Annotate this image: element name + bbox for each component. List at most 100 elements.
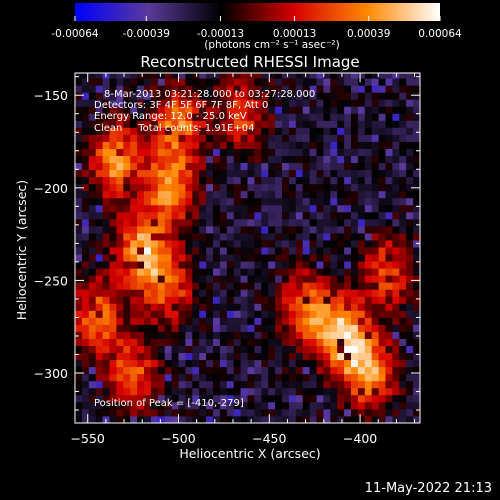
- heatmap-cell: [157, 401, 166, 410]
- heatmap-cell: [295, 296, 304, 304]
- heatmap-cell: [364, 401, 373, 410]
- heatmap-cell: [109, 261, 117, 269]
- heatmap-cell: [420, 163, 427, 170]
- heatmap-cell: [171, 296, 179, 304]
- heatmap-cell: [102, 141, 110, 149]
- heatmap-cell: [282, 148, 290, 156]
- heatmap-cell: [123, 190, 131, 199]
- heatmap-cell: [357, 162, 366, 171]
- heatmap-cell: [399, 183, 407, 192]
- heatmap-cell: [371, 408, 379, 417]
- heatmap-cell: [316, 268, 324, 276]
- heatmap-cell: [406, 85, 414, 93]
- heatmap-cell: [240, 268, 248, 276]
- heatmap-cell: [420, 120, 427, 127]
- heatmap-cell: [192, 324, 200, 332]
- heatmap-cell: [192, 310, 200, 318]
- heatmap-cell: [337, 268, 345, 276]
- heatmap-cell: [351, 247, 359, 255]
- heatmap-cell: [420, 71, 427, 78]
- heatmap-cell: [288, 261, 297, 269]
- heatmap-cell: [261, 303, 269, 311]
- heatmap-cell: [213, 204, 221, 213]
- heatmap-cell: [171, 345, 179, 354]
- heatmap-cell: [123, 366, 131, 375]
- heatmap-cell: [406, 296, 414, 304]
- heatmap-cell: [351, 176, 359, 185]
- heatmap-cell: [102, 106, 110, 114]
- heatmap-cell: [351, 78, 359, 86]
- heatmap-cell: [164, 233, 172, 241]
- heatmap-cell: [157, 387, 166, 396]
- heatmap-cell: [240, 296, 248, 304]
- heatmap-cell: [81, 408, 90, 417]
- heatmap-cell: [351, 225, 359, 234]
- heatmap-cell: [150, 415, 159, 423]
- heatmap-cell: [357, 408, 366, 417]
- heatmap-cell: [88, 373, 97, 382]
- heatmap-cell: [275, 190, 283, 199]
- heatmap-cell: [157, 120, 166, 128]
- heatmap-cell: [171, 275, 179, 283]
- heatmap-cell: [150, 218, 159, 227]
- heatmap-cell: [337, 106, 345, 114]
- heatmap-cell: [351, 352, 359, 361]
- heatmap-cell: [171, 134, 179, 142]
- heatmap-cell: [192, 415, 200, 423]
- heatmap-cell: [413, 366, 420, 375]
- heatmap-cell: [316, 408, 324, 417]
- heatmap-cell: [95, 289, 103, 297]
- heatmap-cell: [254, 141, 262, 149]
- heatmap-cell: [88, 387, 97, 396]
- heatmap-cell: [240, 169, 248, 178]
- heatmap-cell: [233, 73, 241, 79]
- heatmap-cell: [81, 303, 90, 311]
- heatmap-cell: [275, 352, 283, 361]
- heatmap-cell: [164, 148, 172, 156]
- heatmap-cell: [192, 190, 200, 199]
- heatmap-cell: [288, 366, 297, 375]
- heatmap-cell: [144, 99, 152, 107]
- heatmap-cell: [392, 345, 400, 354]
- heatmap-cell: [123, 373, 131, 382]
- heatmap-cell: [254, 183, 262, 192]
- heatmap-cell: [406, 162, 414, 171]
- heatmap-cell: [344, 254, 352, 262]
- heatmap-cell: [157, 394, 166, 403]
- heatmap-cell: [157, 345, 166, 354]
- heatmap-cell: [178, 366, 186, 375]
- heatmap-cell: [413, 197, 420, 206]
- heatmap-cell: [81, 190, 90, 199]
- heatmap-cell: [226, 197, 235, 206]
- heatmap-cell: [164, 352, 172, 361]
- heatmap-cell: [288, 85, 297, 93]
- heatmap-cell: [130, 120, 138, 128]
- heatmap-cell: [88, 261, 97, 269]
- heatmap-cell: [247, 408, 255, 417]
- heatmap-cell: [357, 275, 366, 283]
- heatmap-cell: [95, 303, 103, 311]
- heatmap-cell: [371, 190, 379, 199]
- heatmap-cell: [282, 120, 290, 128]
- heatmap-cell: [378, 401, 386, 410]
- heatmap-cell: [185, 408, 193, 417]
- heatmap-cell: [323, 197, 331, 206]
- heatmap-cell: [323, 225, 331, 234]
- heatmap-cell: [254, 134, 262, 142]
- heatmap-cell: [392, 190, 400, 199]
- heatmap-cell: [109, 73, 117, 79]
- heatmap-cell: [399, 106, 407, 114]
- heatmap-cell: [351, 373, 359, 382]
- heatmap-cell: [192, 233, 200, 241]
- heatmap-cell: [295, 211, 304, 220]
- heatmap-cell: [81, 233, 90, 241]
- heatmap-cell: [406, 310, 414, 318]
- heatmap-cell: [130, 176, 138, 185]
- heatmap-cell: [316, 310, 324, 318]
- heatmap-cell: [268, 331, 276, 339]
- heatmap-cell: [309, 254, 317, 262]
- heatmap-cell: [385, 303, 393, 311]
- heatmap-cell: [261, 394, 269, 403]
- heatmap-cell: [413, 247, 420, 255]
- heatmap-cell: [316, 155, 324, 164]
